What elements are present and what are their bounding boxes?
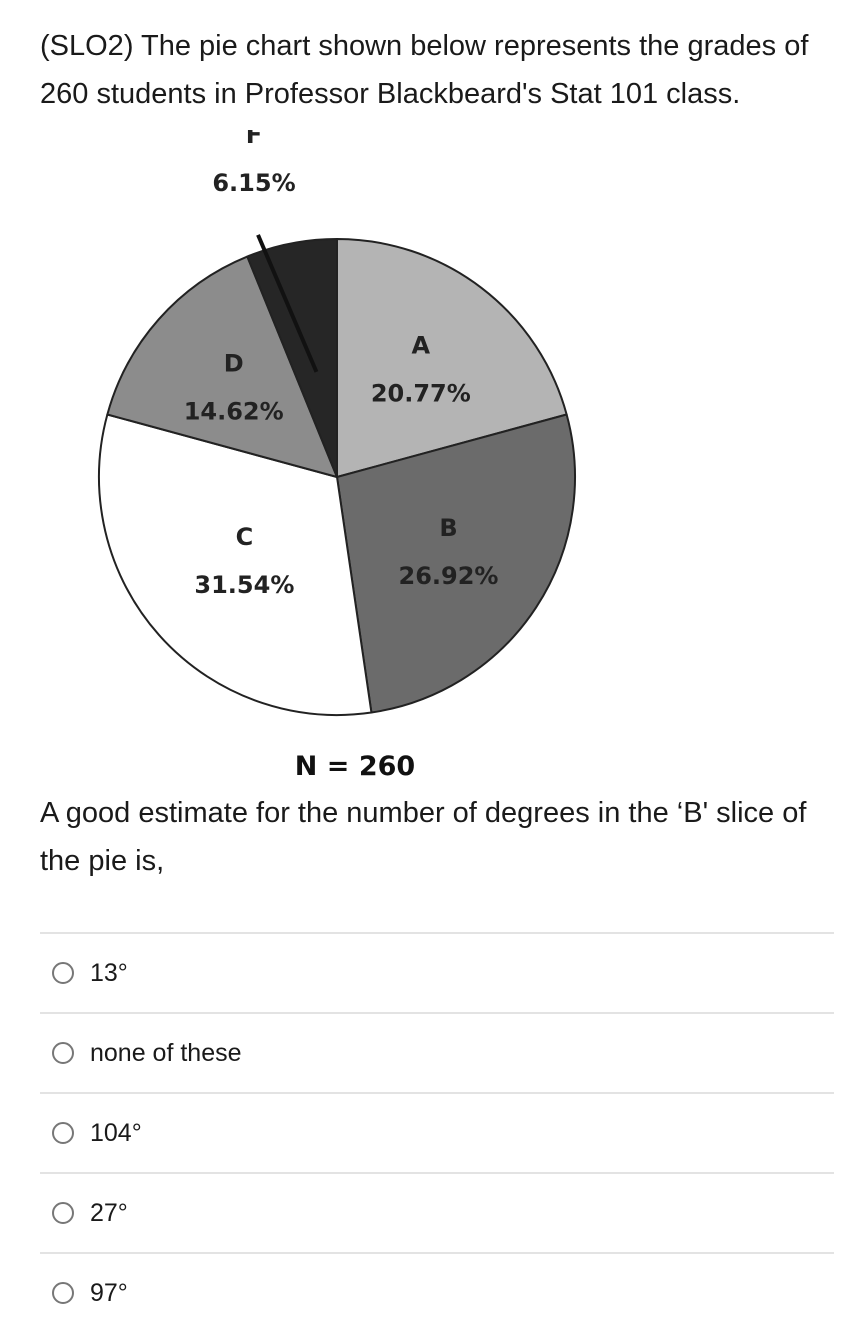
choice-label: 13° (90, 958, 128, 987)
question-followup: A good estimate for the number of degree… (40, 797, 807, 877)
pie-slice-a (336, 238, 568, 478)
slice-f-name: F (246, 130, 262, 149)
pie-slice-d (106, 255, 338, 478)
slice-b-percent: 26.92% (399, 562, 499, 590)
radio-button-icon[interactable] (52, 962, 74, 984)
choice-option[interactable]: 104° (40, 1094, 834, 1174)
choice-option[interactable]: 13° (40, 934, 834, 1014)
choice-label: 104° (90, 1118, 142, 1147)
slice-d-name: D (224, 350, 244, 378)
grades-pie-chart: A 20.77% B 26.92% C 31.54% D 14.62% F 6.15% N = 2… (98, 130, 576, 782)
choice-option[interactable]: none of these (40, 1014, 834, 1094)
radio-button-icon[interactable] (52, 1282, 74, 1304)
slice-f-leader-line (256, 234, 319, 373)
radio-button-icon[interactable] (52, 1122, 74, 1144)
slice-c-name: C (236, 523, 254, 551)
pie-slice-b (336, 413, 576, 714)
sample-size-label: N = 260 (295, 751, 415, 782)
radio-button-icon[interactable] (52, 1202, 74, 1224)
choice-label: 27° (90, 1198, 128, 1227)
answer-choices: 13° none of these 104° 27° 97° (40, 932, 834, 1332)
slice-c-percent: 31.54% (194, 571, 294, 599)
slice-f-percent: 6.15% (212, 169, 295, 197)
choice-option[interactable]: 27° (40, 1174, 834, 1254)
question-prompt: (SLO2) The pie chart shown below represe… (40, 30, 809, 110)
slice-a-percent: 20.77% (371, 379, 471, 407)
slice-b-name: B (439, 514, 457, 542)
radio-button-icon[interactable] (52, 1042, 74, 1064)
pie-slice-f (246, 238, 338, 478)
slice-a-name: A (412, 331, 431, 359)
choice-option[interactable]: 97° (40, 1254, 834, 1332)
choice-label: none of these (90, 1038, 242, 1067)
choice-label: 97° (90, 1278, 128, 1307)
pie-slice-c (98, 413, 373, 716)
slice-d-percent: 14.62% (184, 398, 284, 426)
